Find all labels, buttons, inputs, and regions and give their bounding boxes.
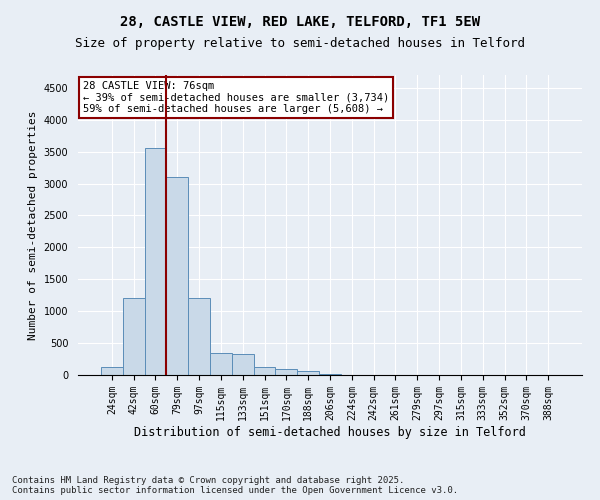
Bar bbox=[297, 372, 319, 375]
X-axis label: Distribution of semi-detached houses by size in Telford: Distribution of semi-detached houses by … bbox=[134, 426, 526, 438]
Bar bbox=[188, 298, 210, 375]
Text: Size of property relative to semi-detached houses in Telford: Size of property relative to semi-detach… bbox=[75, 38, 525, 51]
Bar bbox=[319, 374, 341, 375]
Text: 28 CASTLE VIEW: 76sqm
← 39% of semi-detached houses are smaller (3,734)
59% of s: 28 CASTLE VIEW: 76sqm ← 39% of semi-deta… bbox=[83, 81, 389, 114]
Text: 28, CASTLE VIEW, RED LAKE, TELFORD, TF1 5EW: 28, CASTLE VIEW, RED LAKE, TELFORD, TF1 … bbox=[120, 15, 480, 29]
Bar bbox=[145, 148, 166, 375]
Bar bbox=[275, 370, 297, 375]
Bar bbox=[232, 354, 254, 375]
Bar bbox=[123, 298, 145, 375]
Bar bbox=[101, 368, 123, 375]
Bar bbox=[254, 368, 275, 375]
Text: Contains HM Land Registry data © Crown copyright and database right 2025.
Contai: Contains HM Land Registry data © Crown c… bbox=[12, 476, 458, 495]
Bar bbox=[210, 352, 232, 375]
Bar bbox=[166, 177, 188, 375]
Y-axis label: Number of semi-detached properties: Number of semi-detached properties bbox=[28, 110, 38, 340]
